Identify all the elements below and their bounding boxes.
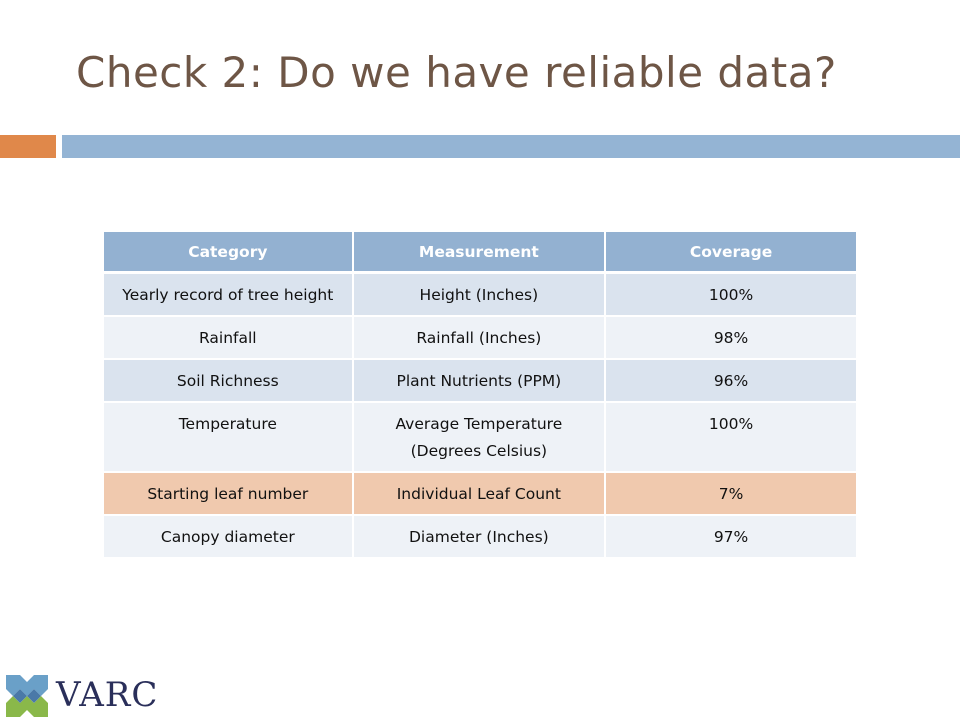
cell-coverage: 7% — [605, 472, 856, 516]
cell-coverage: 96% — [605, 359, 856, 403]
cell-category: Rainfall — [104, 316, 354, 360]
cell-measurement: Rainfall (Inches) — [352, 316, 607, 360]
cell-measurement: Diameter (Inches) — [352, 515, 607, 559]
header-category: Category — [104, 232, 354, 274]
cell-measurement: Average Temperature (Degrees Celsius) — [352, 402, 607, 473]
cell-coverage: 98% — [605, 316, 856, 360]
table-row: Canopy diameter Diameter (Inches) 97% — [104, 515, 856, 559]
data-table: Category Measurement Coverage Yearly rec… — [104, 232, 856, 559]
cell-category: Temperature — [104, 402, 354, 473]
cell-category: Soil Richness — [104, 359, 354, 403]
varc-logo: VARC — [4, 673, 174, 719]
logo-text: VARC — [56, 675, 159, 715]
varc-logo-icon — [6, 675, 48, 717]
cell-measurement: Individual Leaf Count — [352, 472, 607, 516]
header-coverage: Coverage — [605, 232, 856, 274]
accent-bar — [0, 135, 56, 158]
cell-category: Yearly record of tree height — [104, 272, 354, 317]
slide-title: Check 2: Do we have reliable data? — [76, 48, 837, 97]
cell-measurement: Plant Nutrients (PPM) — [352, 359, 607, 403]
table-row: Temperature Average Temperature (Degrees… — [104, 402, 856, 473]
table-row: Soil Richness Plant Nutrients (PPM) 96% — [104, 359, 856, 403]
header-measurement: Measurement — [352, 232, 607, 274]
cell-category: Starting leaf number — [104, 472, 354, 516]
cell-coverage: 100% — [605, 272, 856, 317]
cell-category: Canopy diameter — [104, 515, 354, 559]
cell-coverage: 100% — [605, 402, 856, 473]
table-row-highlighted: Starting leaf number Individual Leaf Cou… — [104, 472, 856, 516]
title-divider-bar — [62, 135, 960, 158]
table-row: Rainfall Rainfall (Inches) 98% — [104, 316, 856, 360]
cell-measurement: Height (Inches) — [352, 272, 607, 317]
table-row: Yearly record of tree height Height (Inc… — [104, 272, 856, 317]
cell-coverage: 97% — [605, 515, 856, 559]
table-header-row: Category Measurement Coverage — [104, 232, 856, 274]
